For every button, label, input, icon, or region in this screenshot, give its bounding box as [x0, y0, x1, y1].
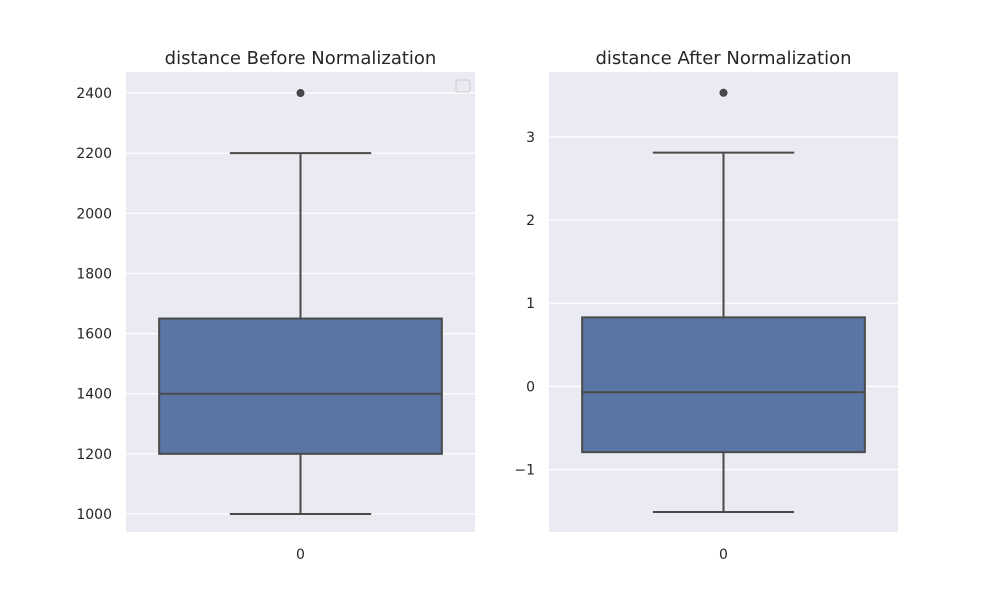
subplot-after-normalization: −1 0 1 2 3 0 distance After Normalization — [514, 48, 898, 563]
y-tick-label: 0 — [526, 379, 535, 395]
y-tick-label: 2400 — [76, 86, 112, 102]
boxplot — [581, 88, 866, 514]
outlier-point — [296, 89, 305, 98]
chart-title: distance Before Normalization — [165, 48, 437, 69]
chart-title: distance After Normalization — [595, 48, 851, 69]
y-tick-label: 2000 — [76, 206, 112, 222]
y-tick-label: −1 — [514, 463, 535, 479]
y-tick-labels: 1000 1200 1400 1600 1800 2000 2200 2400 — [76, 86, 112, 523]
legend-box — [455, 79, 471, 93]
x-tick-label: 0 — [296, 547, 305, 563]
y-tick-label: 3 — [526, 130, 535, 146]
y-tick-label: 1400 — [76, 387, 112, 403]
y-tick-labels: −1 0 1 2 3 — [514, 130, 535, 479]
y-tick-label: 1 — [526, 296, 535, 312]
subplot-before-normalization: 1000 1200 1400 1600 1800 2000 2200 2400 0 dista… — [76, 48, 475, 563]
x-tick-labels: 0 — [719, 547, 728, 563]
y-tick-label: 1600 — [76, 327, 112, 343]
outlier-point — [719, 88, 728, 97]
y-tick-label: 2200 — [76, 146, 112, 162]
y-tick-label: 1000 — [76, 507, 112, 523]
y-tick-label: 1800 — [76, 266, 112, 282]
boxplot — [158, 89, 443, 515]
y-tick-label: 1200 — [76, 447, 112, 463]
x-tick-label: 0 — [719, 547, 728, 563]
y-tick-label: 2 — [526, 213, 535, 229]
x-tick-labels: 0 — [296, 547, 305, 563]
box-iqr — [581, 316, 866, 454]
box-iqr — [158, 317, 443, 455]
